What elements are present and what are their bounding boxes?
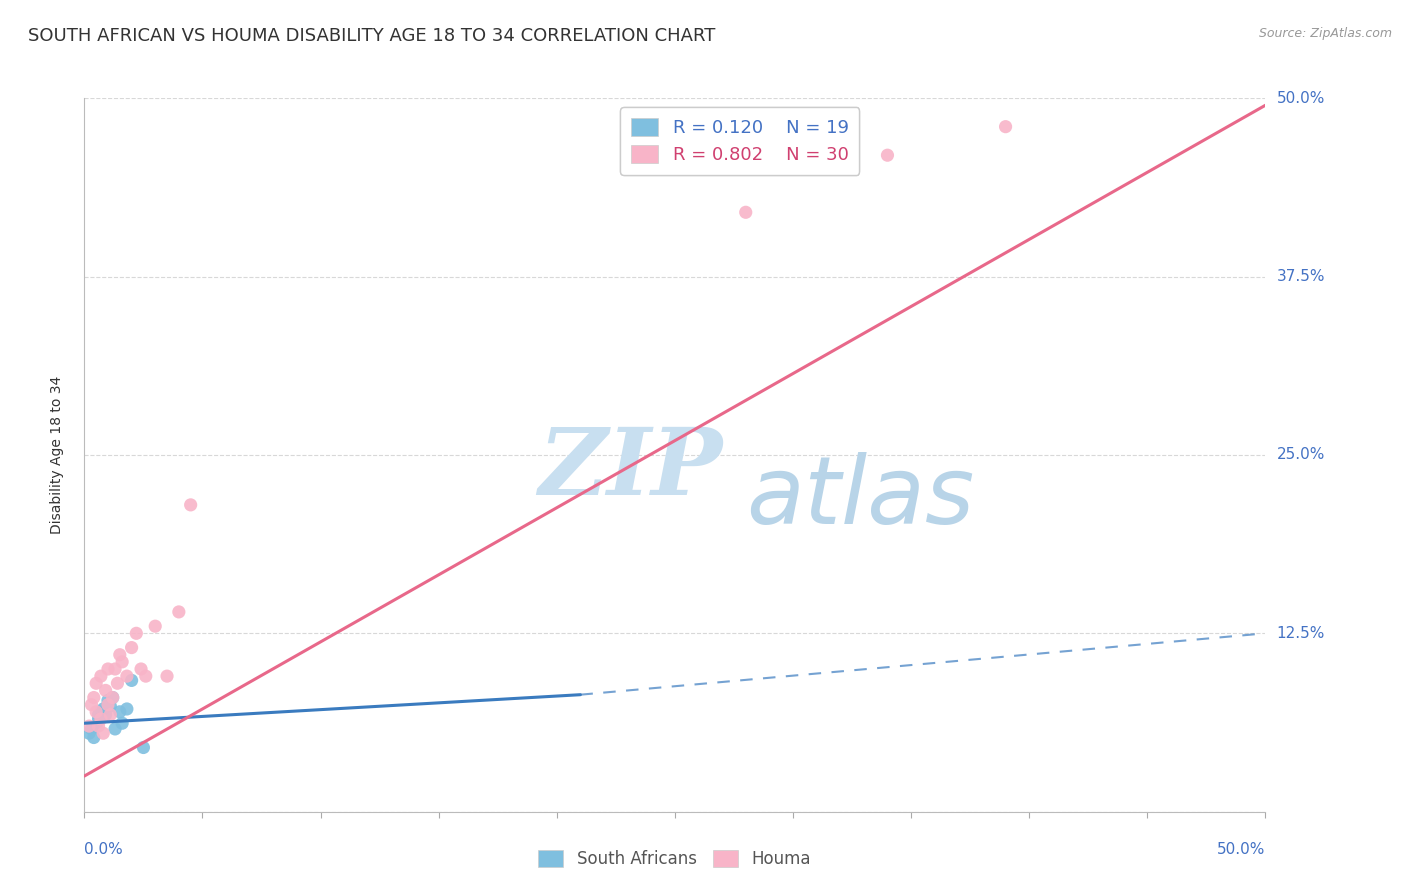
Text: atlas: atlas [745, 452, 974, 543]
Point [876, 148, 898, 162]
Point [107, 676, 129, 690]
Point [156, 669, 179, 683]
Text: Source: ZipAtlas.com: Source: ZipAtlas.com [1258, 27, 1392, 40]
Point [91, 726, 114, 740]
Point [94, 683, 117, 698]
Point [101, 690, 124, 705]
Point [121, 673, 143, 688]
Point [97, 698, 120, 712]
Point [84, 676, 107, 690]
Point [77, 719, 100, 733]
Point [97, 693, 120, 707]
Point [91, 702, 114, 716]
Point [98, 699, 121, 714]
Point [84, 719, 107, 733]
Point [101, 690, 124, 705]
Point [115, 669, 138, 683]
Point [83, 731, 105, 745]
Y-axis label: Disability Age 18 to 34: Disability Age 18 to 34 [49, 376, 63, 534]
Point [80, 722, 103, 736]
Legend: R = 0.120    N = 19, R = 0.802    N = 30: R = 0.120 N = 19, R = 0.802 N = 30 [620, 107, 859, 175]
Legend: South Africans, Houma: South Africans, Houma [531, 843, 818, 875]
Text: 50.0%: 50.0% [1277, 91, 1324, 105]
Text: 37.5%: 37.5% [1277, 269, 1324, 284]
Point [180, 498, 202, 512]
Point [734, 205, 756, 219]
Point [80, 698, 103, 712]
Point [97, 698, 120, 712]
Point [87, 712, 110, 726]
Text: 12.5%: 12.5% [1277, 626, 1324, 640]
Point [104, 662, 127, 676]
Point [90, 712, 112, 726]
Point [83, 690, 105, 705]
Point [104, 722, 127, 736]
Point [129, 662, 152, 676]
Point [108, 648, 131, 662]
Point [87, 707, 110, 722]
Point [77, 726, 100, 740]
Point [94, 707, 117, 722]
Text: ZIP: ZIP [538, 425, 723, 514]
Point [87, 719, 110, 733]
Point [97, 662, 120, 676]
Point [132, 740, 155, 755]
Text: 0.0%: 0.0% [84, 842, 124, 857]
Point [143, 619, 166, 633]
Point [167, 605, 190, 619]
Point [111, 716, 134, 731]
Point [121, 640, 143, 655]
Point [84, 705, 107, 719]
Text: 25.0%: 25.0% [1277, 448, 1324, 462]
Point [108, 705, 131, 719]
Point [90, 669, 112, 683]
Point [98, 707, 121, 722]
Point [90, 705, 112, 719]
Text: SOUTH AFRICAN VS HOUMA DISABILITY AGE 18 TO 34 CORRELATION CHART: SOUTH AFRICAN VS HOUMA DISABILITY AGE 18… [28, 27, 716, 45]
Point [994, 120, 1017, 134]
Point [115, 702, 138, 716]
Point [111, 655, 134, 669]
Point [135, 669, 157, 683]
Point [125, 626, 148, 640]
Text: 50.0%: 50.0% [1218, 842, 1265, 857]
